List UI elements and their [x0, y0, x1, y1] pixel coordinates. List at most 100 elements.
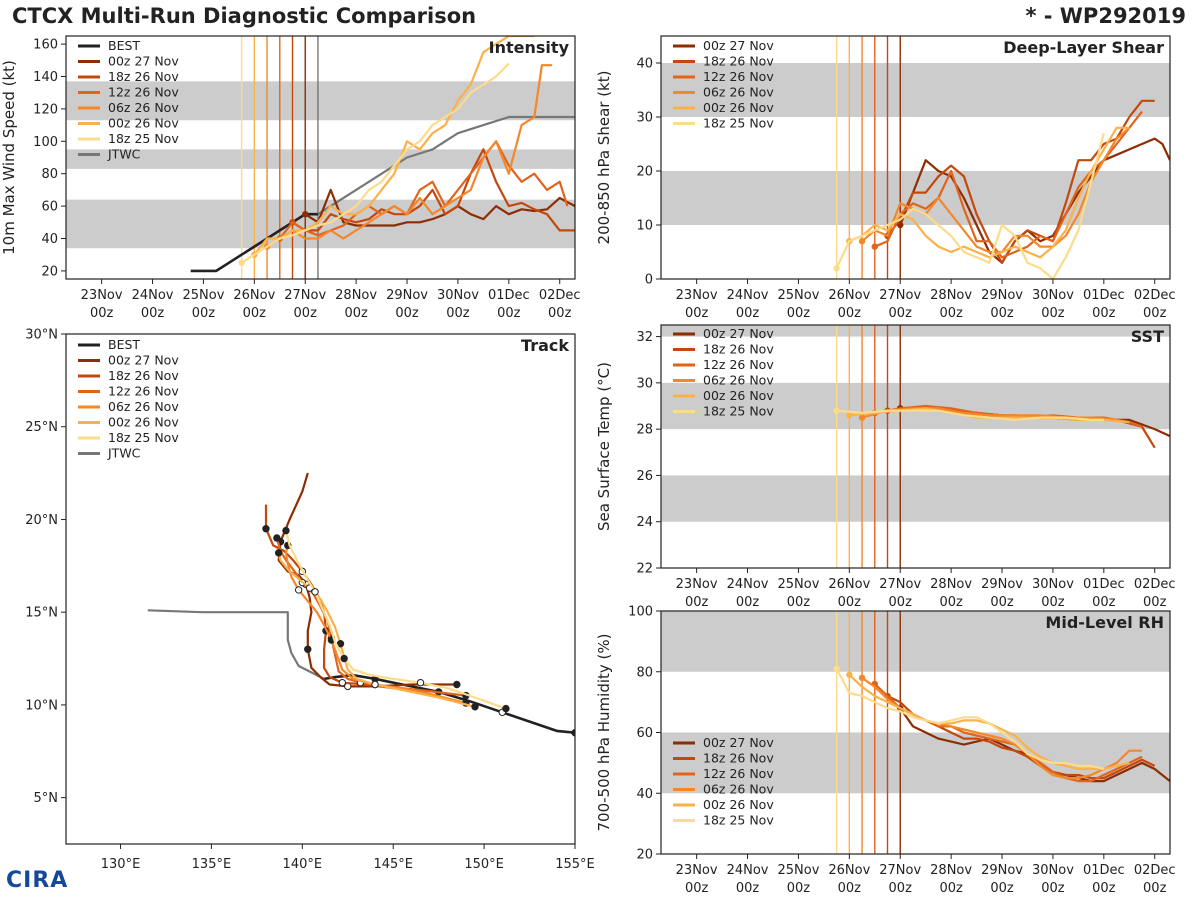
x-tick-sublabel: 00z	[344, 306, 368, 321]
x-tick-sublabel: 00z	[243, 306, 267, 321]
y-tick-label: 32	[636, 330, 653, 345]
x-tick-label: 28Nov	[335, 288, 377, 303]
series-start-dot	[858, 414, 866, 421]
x-tick-label: 30Nov	[1032, 288, 1074, 303]
y-tick-label: 20°N	[25, 513, 58, 528]
x-tick-sublabel: 00z	[838, 881, 862, 896]
series-start-dot	[858, 674, 866, 682]
track-point	[371, 680, 379, 689]
y-tick-label: 40	[636, 57, 653, 72]
y-tick-label: 160	[33, 38, 58, 53]
legend-label: 00z 27 Nov	[703, 38, 774, 53]
x-tick-sublabel: 00z	[90, 306, 114, 321]
x-tick-sublabel: 00z	[939, 306, 963, 321]
series-start-dot	[302, 211, 309, 218]
legend-label: 18z 25 Nov	[703, 116, 774, 131]
x-tick-label: 25Nov	[777, 577, 819, 592]
legend-label: 18z 25 Nov	[703, 813, 774, 828]
x-tick-sublabel: 00z	[395, 306, 419, 321]
legend-label: 12z 26 Nov	[108, 85, 179, 100]
panel-title: Track	[521, 336, 569, 355]
x-tick-label: 27Nov	[879, 288, 921, 303]
x-tick-label: 28Nov	[930, 577, 972, 592]
legend-label: 12z 26 Nov	[108, 384, 179, 399]
y-axis-label: 700-500 hPa Humidity (%)	[595, 633, 613, 831]
series-start-dot	[871, 243, 878, 250]
shaded-band	[661, 325, 1170, 337]
shaded-band	[66, 149, 575, 169]
axes-frame	[65, 333, 576, 845]
series-line-18z-26-nov	[264, 504, 439, 693]
x-tick-label: 24Nov	[727, 288, 769, 303]
x-tick-label: 30Nov	[1032, 863, 1074, 878]
x-tick-label: 135°E	[192, 857, 232, 872]
x-tick-label: 01Dec	[1083, 863, 1125, 878]
x-tick-label: 24Nov	[132, 288, 174, 303]
legend-label: 00z 26 Nov	[108, 415, 179, 430]
y-tick-label: 40	[636, 787, 653, 802]
x-tick-label: 23Nov	[676, 288, 718, 303]
y-tick-label: 10	[636, 219, 653, 234]
legend-label: JTWC	[107, 446, 141, 461]
legend-label: 12z 26 Nov	[703, 357, 774, 372]
x-tick-sublabel: 00z	[1143, 306, 1167, 321]
x-tick-sublabel: 00z	[1041, 595, 1065, 610]
legend-label: 06z 26 Nov	[108, 100, 179, 115]
x-tick-label: 27Nov	[879, 863, 921, 878]
x-tick-label: 29Nov	[386, 288, 428, 303]
x-tick-sublabel: 00z	[990, 881, 1014, 896]
track-point	[416, 678, 425, 687]
legend-label: 06z 26 Nov	[703, 85, 774, 100]
legend-label: JTWC	[107, 147, 141, 162]
y-tick-label: 15°N	[25, 606, 58, 621]
y-tick-label: 30	[636, 111, 653, 126]
series-line-00z-27-nov	[304, 188, 575, 227]
x-tick-label: 23Nov	[676, 863, 718, 878]
legend-label: BEST	[108, 38, 140, 53]
y-tick-label: 20	[636, 165, 653, 180]
panel-shear: 0 10 20 30 40 23Nov 00z 24Nov 00z 25Nov 00z 26Nov 00…	[595, 35, 1176, 321]
series-line-best	[190, 212, 318, 273]
x-tick-sublabel: 00z	[939, 595, 963, 610]
x-tick-sublabel: 00z	[192, 306, 216, 321]
series-start-dot	[897, 221, 904, 229]
x-tick-sublabel: 00z	[685, 881, 709, 896]
y-tick-label: 40	[41, 232, 58, 247]
shaded-band	[661, 732, 1170, 794]
legend-label: 18z 25 Nov	[108, 430, 179, 445]
axes-frame	[660, 324, 1171, 569]
panel-title: Deep-Layer Shear	[1003, 38, 1164, 57]
x-tick-sublabel: 00z	[1143, 881, 1167, 896]
y-tick-label: 60	[41, 200, 58, 215]
panel-sst: 22 24 26 28 30 32 23Nov 00z 24Nov 00z 25Nov 00z 26No…	[595, 324, 1176, 610]
shaded-band	[661, 63, 1170, 117]
series-line-18z-25-nov	[241, 62, 510, 264]
x-tick-label: 01Dec	[1083, 577, 1125, 592]
x-tick-label: 155°E	[555, 857, 595, 872]
series-line-00z-27-nov	[899, 137, 1170, 264]
x-tick-label: 29Nov	[981, 288, 1023, 303]
track-point	[273, 534, 281, 542]
y-tick-label: 24	[636, 515, 653, 530]
x-tick-sublabel: 00z	[889, 881, 913, 896]
x-tick-sublabel: 00z	[1143, 595, 1167, 610]
axes-frame	[660, 35, 1171, 280]
series-line-06z-26-nov	[861, 126, 1131, 254]
shaded-band	[66, 81, 575, 121]
series-start-dot	[846, 671, 853, 678]
series-line-12z-26-nov	[275, 537, 467, 697]
legend-label: 00z 26 Nov	[703, 388, 774, 403]
x-tick-label: 29Nov	[981, 577, 1023, 592]
plot-area	[661, 36, 1170, 279]
x-tick-label: 24Nov	[727, 577, 769, 592]
x-tick-sublabel: 00z	[1041, 306, 1065, 321]
track-point	[471, 703, 479, 711]
x-tick-sublabel: 00z	[939, 881, 963, 896]
y-tick-label: 30	[636, 376, 653, 391]
track-point	[340, 654, 348, 663]
track-point	[282, 526, 290, 535]
chart-title: CTCX Multi-Run Diagnostic Comparison	[12, 4, 477, 28]
series-line-18z-25-nov	[284, 530, 507, 710]
legend-label: BEST	[108, 337, 140, 352]
y-tick-label: 140	[33, 70, 58, 85]
